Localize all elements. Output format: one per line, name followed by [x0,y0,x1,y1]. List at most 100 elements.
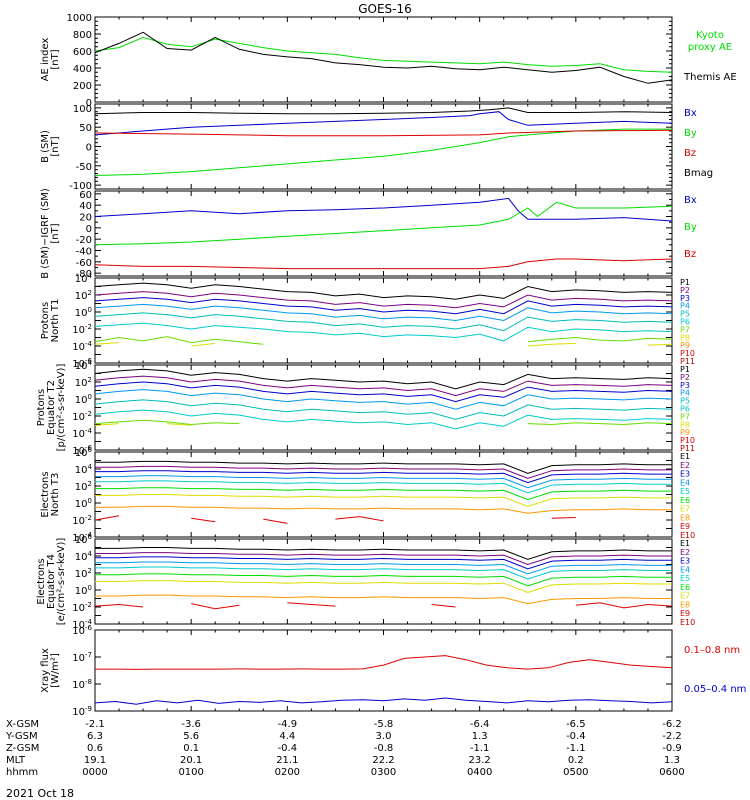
legend-label: E7 [680,592,690,601]
y-tick-label: 100 [75,393,92,406]
legend-label: P3 [680,294,690,303]
y-axis-label: [W/m²] [50,653,61,688]
series-line-e9 [95,602,672,610]
legend-label: E9 [680,609,690,618]
y-tick-label: -100 [69,181,92,192]
time-axis-value: 21.1 [276,755,298,766]
y-tick-label: 0 [86,224,92,235]
series-line-e4 [95,561,672,575]
tick-exponent: 4 [88,550,93,558]
legend-label: Bz [684,148,696,159]
tick-exponent: -4 [85,340,93,348]
time-axis-value: 1.3 [472,731,488,742]
y-tick-label: 10-7 [72,651,92,664]
y-tick-label: 104 [75,359,93,372]
time-axis-value: -6.2 [662,719,682,730]
tick-exponent: -8 [85,678,92,686]
y-axis-label: [nT] [50,49,61,69]
series-line-0-1-0-8-nm [95,655,672,670]
series-line-p5 [95,399,672,420]
panel-legend: Bx By Bz Bmag [684,108,713,179]
time-axis-value: -6.4 [470,719,490,730]
tick-exponent: 0 [88,393,92,401]
tick-exponent: -2 [85,410,92,418]
y-tick-label: 106 [75,533,93,546]
legend-label: Bmag [684,168,713,179]
tick-exponent: -2 [85,323,92,331]
series-group [95,655,672,705]
time-axis-value: 23.2 [469,755,491,766]
series-line-p3 [95,297,672,315]
series-group [95,368,672,430]
y-axis-label: B (SM) [40,130,51,163]
series-line-p1 [95,368,672,390]
panel-1: 0 200 400 600 800 1000 AE index [nT] Kyotoproxy … [40,13,737,109]
time-axis-value: 0600 [659,767,684,778]
series-line-e6 [95,573,672,587]
legend-label: P5 [680,310,690,319]
legend-label: E8 [680,513,690,522]
time-axis-value: -4.9 [278,719,298,730]
time-axis-value: 0400 [467,767,492,778]
legend-label: By [684,128,697,139]
time-axis-value: -1.1 [566,743,586,754]
tick-exponent: 4 [88,359,93,367]
legend-label: P8 [680,420,690,429]
panel-frame [94,103,673,190]
series-group [95,547,672,610]
series-line-p5 [95,312,672,332]
time-axis-value: 0.1 [183,743,199,754]
series-line-e7 [95,494,672,507]
y-tick-label: 0 [86,143,92,154]
y-axis-label: Protons [40,302,51,339]
time-axis-value: 0200 [275,767,300,778]
legend-label: E1 [680,452,690,461]
panel-frame [94,629,673,712]
series-line-e3 [95,470,672,484]
time-axis-value: -1.1 [470,743,490,754]
series-line-by [95,201,672,246]
y-tick-label: -60 [76,258,92,269]
y-tick-label: 0 [86,98,92,109]
time-axis-value: -2.1 [85,719,105,730]
legend-label: P10 [680,349,695,358]
time-axis-value: 0500 [563,767,588,778]
series-line-p2 [95,375,672,397]
tick-exponent: 2 [88,567,92,575]
time-axis-value: 22.2 [372,755,394,766]
legend-label: P6 [680,405,690,414]
series-line-bmag [95,107,672,115]
y-axis-label: Equator T4 [46,554,57,609]
y-tick-label: 106 [75,446,93,459]
time-axis-value: 0000 [82,767,107,778]
legend-label: P7 [680,325,690,334]
legend-label: E2 [680,461,690,470]
y-axis-label: Electrons [40,471,51,517]
time-axis-value: -0.8 [374,743,394,754]
legend-label: P4 [680,302,690,311]
series-line-p8 [95,342,672,347]
series-line-p1 [95,282,672,300]
y-tick-label: 100 [75,306,92,319]
series-group [95,282,672,347]
series-line-e5 [95,566,672,580]
series-line-e3 [95,556,672,570]
series-line-bx [95,197,672,222]
legend-label: E1 [680,539,690,548]
series-group [95,31,672,84]
series-line-e7 [95,580,672,594]
y-tick-label: 102 [75,567,92,580]
y-axis-label: [p/(cm²-s-sr-keV)] [56,364,67,452]
tick-exponent: -4 [85,618,93,626]
y-tick-label: 100 [75,497,92,510]
series-line-0-05-0-4-nm [95,697,672,705]
y-axis-label: Protons [36,389,47,426]
y-axis-label: Xray flux [40,648,51,693]
